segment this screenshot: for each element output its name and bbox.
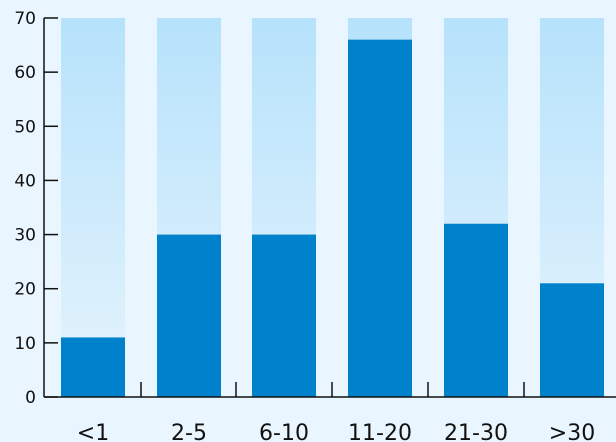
x-axis-tick-label: 2-5 xyxy=(171,421,207,442)
labels-layer: 0 10 20 30 40 50 60 70 <1 2-5 6-10 11-20 21-30 >30 xyxy=(14,9,595,442)
y-axis-tick-label: 0 xyxy=(25,388,36,408)
bar xyxy=(61,337,125,397)
bar xyxy=(348,39,412,398)
y-axis-tick-label: 10 xyxy=(14,334,36,354)
y-axis-tick-label: 50 xyxy=(14,117,36,137)
x-axis-tick-label: <1 xyxy=(77,421,109,442)
axes-layer xyxy=(43,17,616,398)
y-axis-tick-label: 70 xyxy=(14,9,36,29)
x-axis-tick-label: 21-30 xyxy=(444,421,508,442)
bar xyxy=(252,234,316,397)
bar-track xyxy=(61,18,125,397)
bar xyxy=(444,223,508,397)
y-axis-tick-label: 30 xyxy=(14,226,36,246)
y-axis-tick-label: 20 xyxy=(14,280,36,300)
x-axis-tick-label: >30 xyxy=(549,421,595,442)
y-axis-tick-label: 40 xyxy=(14,171,36,191)
bar xyxy=(540,283,604,397)
bars-layer xyxy=(61,18,604,398)
bar xyxy=(157,234,221,397)
y-axis-tick-label: 60 xyxy=(14,63,36,83)
x-axis-tick-label: 11-20 xyxy=(348,421,412,442)
x-axis-tick-label: 6-10 xyxy=(259,421,309,442)
